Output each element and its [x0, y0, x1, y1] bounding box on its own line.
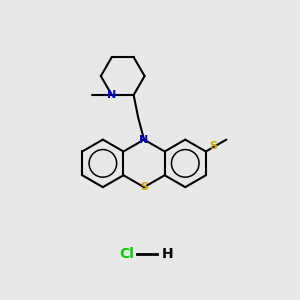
Text: N: N — [107, 90, 116, 100]
Text: S: S — [209, 141, 217, 151]
Text: S: S — [140, 182, 148, 192]
Text: H: H — [162, 247, 174, 261]
Text: N: N — [140, 135, 149, 145]
Text: Cl: Cl — [119, 247, 134, 261]
